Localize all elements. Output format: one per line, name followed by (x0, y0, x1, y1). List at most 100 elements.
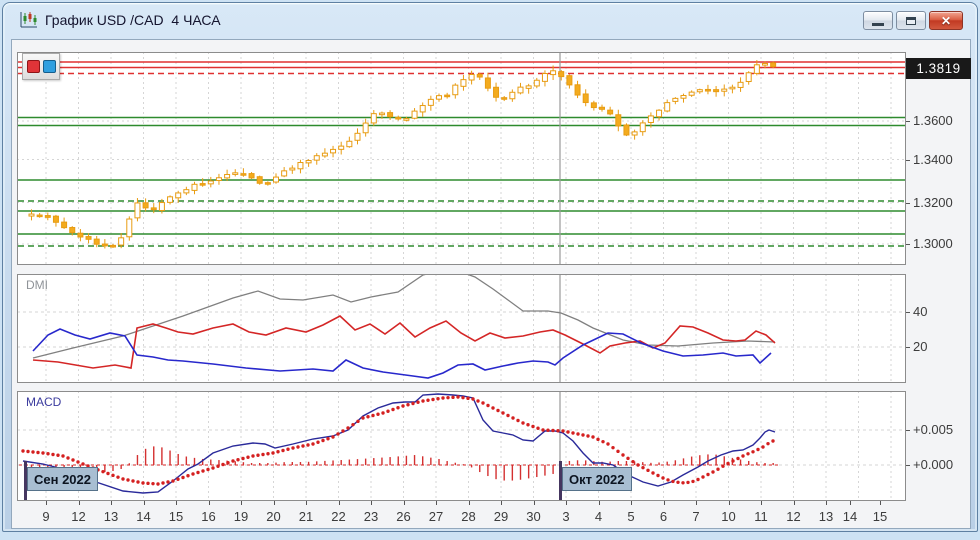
signal-dot (746, 452, 750, 456)
time-axis-tick (371, 501, 372, 505)
candle (321, 148, 328, 158)
price-chart-canvas (18, 53, 905, 264)
candle (721, 84, 728, 97)
time-axis-label: 30 (526, 509, 541, 524)
candle (770, 61, 777, 69)
price-axis-label: 1.3200 (913, 194, 953, 210)
time-axis-tick (728, 501, 730, 505)
candle (745, 71, 752, 85)
candle (656, 109, 663, 121)
candle (468, 70, 475, 85)
axis-tick (906, 430, 910, 431)
signal-dot (261, 452, 265, 457)
candle (158, 198, 165, 214)
candle (533, 77, 540, 89)
candle (541, 70, 548, 87)
time-axis-tick (143, 501, 145, 505)
signal-dot (256, 453, 260, 457)
candle (737, 77, 744, 92)
time-axis-tick (533, 501, 535, 505)
dmi-panel[interactable]: DMI (17, 274, 906, 383)
plus-di-line (32, 315, 776, 369)
signal-dot (331, 435, 335, 439)
time-axis-tick (468, 501, 470, 505)
signal-dot (51, 452, 55, 457)
signal-dot (206, 467, 210, 472)
restore-button[interactable] (896, 11, 926, 30)
macd-line (22, 393, 776, 494)
signal-dot (181, 475, 185, 480)
signal-dot (411, 401, 415, 406)
signal-dot (556, 429, 560, 433)
minimize-button[interactable] (863, 11, 893, 30)
candle (615, 109, 622, 132)
signal-dot (191, 472, 195, 476)
candle (753, 60, 760, 76)
signal-dot (581, 433, 585, 437)
current-price-badge: 1.3819 (906, 58, 971, 79)
signal-dot (21, 449, 25, 453)
time-axis-label: 22 (331, 509, 346, 524)
candle (61, 217, 68, 229)
signal-dot (641, 465, 645, 470)
signal-dot (731, 459, 735, 463)
candle (289, 165, 296, 174)
dmi-axis-label: 40 (913, 304, 928, 319)
candle (305, 159, 312, 167)
candle (525, 83, 532, 94)
signal-dot (166, 480, 170, 484)
price-chart-panel[interactable] (17, 52, 906, 265)
close-button[interactable]: ✕ (929, 11, 963, 30)
signal-dot (736, 456, 740, 461)
signal-dot (751, 450, 755, 454)
time-axis-label: 4 (594, 509, 603, 524)
title-bar[interactable]: График USD /CAD 4 ЧАСА ✕ (3, 3, 977, 36)
signal-dot (611, 445, 615, 450)
signal-dot (46, 452, 50, 456)
signal-dot (321, 438, 325, 443)
candle (264, 181, 271, 186)
signal-dot (236, 458, 240, 462)
time-axis-label: 29 (493, 509, 509, 524)
signal-dot (566, 430, 570, 434)
time-axis-tick (403, 501, 405, 505)
macd-panel[interactable]: MACD (17, 391, 906, 501)
signal-dot (661, 476, 665, 480)
signal-dot (646, 468, 650, 473)
time-axis-tick (241, 501, 242, 505)
candle (419, 102, 426, 117)
signal-dot (221, 462, 225, 467)
signal-dot (281, 448, 285, 453)
candle (436, 93, 442, 102)
signal-dot (596, 437, 600, 442)
candle (387, 110, 394, 120)
time-axis-label: 12 (71, 509, 86, 524)
signal-dot (251, 454, 255, 458)
candle (207, 176, 214, 188)
axis-tick (906, 244, 910, 245)
signal-dot (721, 464, 725, 468)
signal-dot (56, 453, 60, 457)
signal-dot (76, 460, 80, 464)
time-axis-tick (46, 501, 47, 505)
signal-dot (356, 419, 360, 424)
signal-dot (26, 449, 30, 454)
time-axis-label: 7 (692, 509, 700, 524)
blue-marker-button[interactable] (42, 60, 56, 73)
signal-dot (276, 450, 280, 454)
candle (281, 167, 288, 178)
red-marker-button[interactable] (26, 60, 40, 73)
signal-dot (156, 482, 160, 486)
month-label-october: Окт 2022 (562, 467, 632, 491)
signal-dot (666, 478, 670, 482)
object-toolbar (22, 53, 60, 80)
month-start-line-october (559, 461, 562, 500)
candle (248, 172, 255, 179)
time-axis-label: 20 (266, 509, 281, 524)
candle (346, 136, 353, 148)
time-axis-label: 3 (562, 509, 570, 524)
signal-dot (226, 461, 230, 465)
time-axis-tick (111, 501, 112, 505)
signal-dot (346, 426, 350, 430)
signal-dot (71, 458, 75, 462)
